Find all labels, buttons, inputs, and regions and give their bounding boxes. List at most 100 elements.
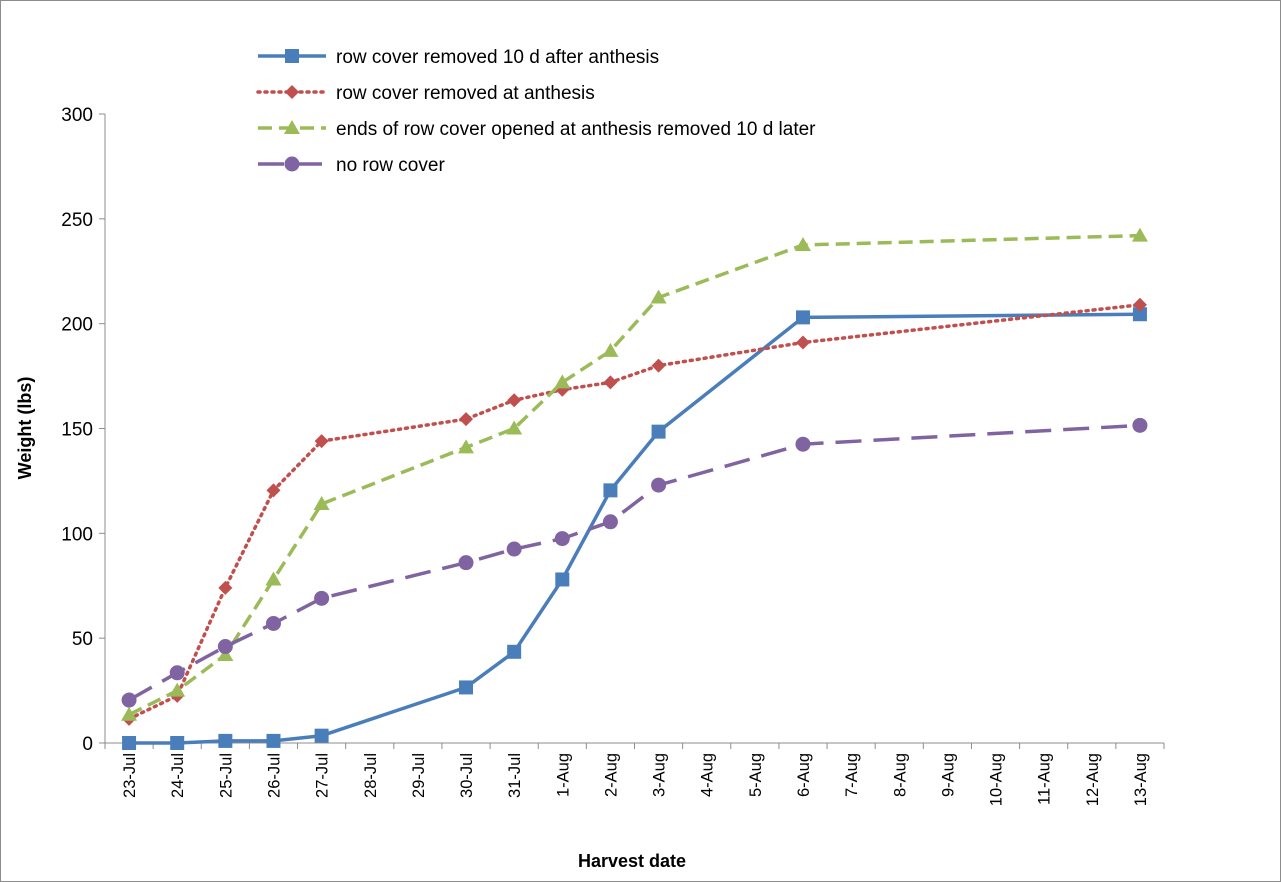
series-4-point — [506, 541, 522, 557]
x-tick-label: 31-Jul — [506, 753, 524, 798]
y-axis: 0 50 100 150 200 250 300 — [61, 105, 106, 755]
x-tick-label: 7-Aug — [843, 753, 861, 797]
series-4 — [121, 417, 1148, 708]
legend-item-1: row cover removed 10 d after anthesis — [258, 47, 659, 68]
legend-swatch-marker — [284, 120, 300, 134]
series-1-point — [1132, 307, 1147, 322]
legend-label: row cover removed at anthesis — [336, 83, 595, 104]
series-3-point — [169, 682, 186, 697]
y-tick-label: 100 — [61, 524, 93, 545]
series-3-point — [794, 237, 811, 252]
series-3-point — [506, 420, 523, 435]
legend-label: no row cover — [336, 155, 445, 176]
series-2 — [122, 297, 1147, 726]
series-4-point — [554, 531, 570, 547]
series-2-point — [218, 580, 233, 595]
series-4-point — [458, 555, 474, 571]
x-tick-label: 12-Aug — [1084, 753, 1102, 806]
series-4-point — [795, 436, 811, 452]
series-2-point — [459, 412, 474, 427]
legend-item-2: row cover removed at anthesis — [256, 83, 595, 104]
series-2-point — [795, 335, 810, 350]
x-axis-title: Harvest date — [578, 851, 686, 871]
y-tick-label: 150 — [61, 420, 93, 441]
series-4-point — [1132, 417, 1148, 433]
series-4-point — [121, 692, 137, 708]
x-tick-label: 13-Aug — [1132, 753, 1150, 806]
x-tick-label: 4-Aug — [699, 753, 717, 797]
legend-label: ends of row cover opened at anthesis rem… — [336, 119, 816, 140]
x-tick-label: 11-Aug — [1036, 753, 1054, 805]
legend: row cover removed 10 d after anthesis row… — [256, 47, 816, 176]
series-4-point — [602, 514, 618, 530]
x-tick-label: 26-Jul — [265, 753, 283, 798]
x-tick-label: 28-Jul — [362, 753, 380, 798]
series-1-point — [795, 310, 810, 325]
series-1-point — [170, 736, 185, 750]
series-2-point — [651, 358, 666, 373]
series-1-point — [266, 733, 281, 748]
legend-swatch-marker — [284, 156, 300, 172]
x-tick-label: 3-Aug — [651, 753, 669, 797]
series-3-point — [265, 571, 282, 586]
y-tick-label: 50 — [72, 629, 93, 650]
y-tick-label: 200 — [61, 315, 93, 336]
series-2-point — [314, 434, 329, 449]
series-1 — [122, 307, 1147, 750]
x-tick-label: 23-Jul — [121, 753, 139, 798]
series-1-point — [122, 736, 137, 750]
series-3-point — [458, 439, 475, 454]
series-1-line — [129, 312, 1140, 745]
series-4-line — [128, 423, 1140, 702]
series-2-point — [603, 375, 618, 390]
series-1-point — [459, 680, 474, 695]
legend-swatch-marker — [285, 85, 299, 99]
series-3-point — [602, 342, 619, 357]
x-tick-label: 25-Jul — [217, 753, 235, 798]
x-tick-label: 29-Jul — [410, 753, 428, 798]
series-4-point — [217, 639, 233, 655]
x-tick-label: 24-Jul — [169, 753, 187, 798]
series-3-point — [1131, 227, 1148, 242]
x-tick-label: 6-Aug — [795, 753, 813, 797]
y-tick-label: 0 — [82, 734, 93, 755]
series-3 — [121, 227, 1148, 721]
y-axis-title: Weight (lbs) — [15, 377, 35, 480]
series-3-point — [121, 706, 138, 721]
series-3-point — [313, 495, 330, 510]
x-tick-label: 2-Aug — [602, 753, 620, 797]
x-tick-label: 10-Aug — [988, 753, 1006, 806]
series-3-point — [554, 374, 571, 389]
x-tick-label: 1-Aug — [554, 753, 572, 797]
series-1-point — [218, 733, 233, 748]
x-tick-label: 5-Aug — [747, 753, 765, 797]
y-tick-label: 250 — [61, 210, 93, 231]
series-3-point — [650, 289, 667, 304]
series-1-point — [314, 728, 329, 743]
series-4-point — [265, 615, 281, 631]
legend-label: row cover removed 10 d after anthesis — [336, 47, 659, 68]
series-2-point — [1132, 297, 1147, 312]
series-2-point — [507, 393, 522, 408]
x-tick-label: 8-Aug — [891, 753, 909, 797]
series-3-line — [128, 233, 1140, 717]
legend-swatch-marker — [285, 49, 299, 63]
series-1-point — [603, 483, 618, 498]
legend-item-4: no row cover — [258, 155, 445, 176]
series-4-point — [651, 477, 667, 493]
y-tick-label: 300 — [61, 105, 93, 126]
x-tick-label: 30-Jul — [458, 753, 476, 798]
x-tick-label: 27-Jul — [314, 753, 332, 798]
series-2-line — [127, 303, 1142, 721]
series-1-point — [507, 644, 522, 659]
x-axis: 23-Jul 24-Jul 25-Jul 26-Jul 27-Jul 28-Jul 29-J… — [104, 742, 1165, 806]
series-1-point — [651, 424, 666, 439]
series-4-point — [314, 590, 330, 606]
legend-item-3: ends of row cover opened at anthesis rem… — [258, 119, 816, 140]
series-2-point — [266, 483, 281, 498]
x-tick-label: 9-Aug — [939, 753, 957, 797]
series-4-point — [169, 665, 185, 681]
series-layer — [121, 227, 1148, 750]
